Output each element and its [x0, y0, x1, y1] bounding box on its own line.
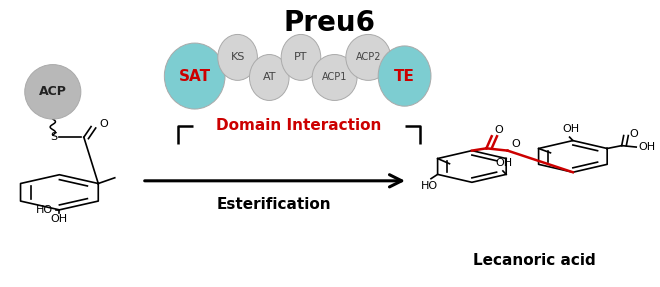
Text: Domain Interaction: Domain Interaction: [216, 118, 381, 133]
Text: O: O: [511, 139, 520, 149]
Text: O: O: [494, 125, 503, 135]
Ellipse shape: [25, 65, 81, 119]
Text: O: O: [99, 119, 108, 129]
Text: Lecanoric acid: Lecanoric acid: [473, 253, 596, 268]
Text: TE: TE: [394, 69, 415, 84]
Text: Preu6: Preu6: [284, 9, 376, 37]
Ellipse shape: [164, 43, 225, 109]
Ellipse shape: [346, 34, 391, 80]
Text: OH: OH: [562, 124, 579, 134]
Text: S: S: [51, 132, 57, 142]
Text: HO: HO: [421, 181, 438, 191]
Text: ACP2: ACP2: [356, 53, 381, 62]
Ellipse shape: [249, 55, 289, 100]
Text: KS: KS: [230, 53, 245, 62]
Text: PT: PT: [294, 53, 308, 62]
Text: ACP1: ACP1: [322, 73, 347, 82]
Text: AT: AT: [263, 73, 276, 82]
Ellipse shape: [312, 55, 357, 100]
Ellipse shape: [378, 46, 431, 106]
Text: Esterification: Esterification: [216, 197, 331, 212]
Text: O: O: [629, 129, 638, 139]
Ellipse shape: [281, 34, 321, 80]
Text: OH: OH: [51, 214, 68, 224]
Ellipse shape: [218, 34, 257, 80]
Text: SAT: SAT: [179, 69, 211, 84]
Text: HO: HO: [36, 205, 53, 215]
Text: OH: OH: [638, 142, 655, 152]
Text: ACP: ACP: [39, 85, 67, 98]
Text: OH: OH: [496, 158, 513, 168]
